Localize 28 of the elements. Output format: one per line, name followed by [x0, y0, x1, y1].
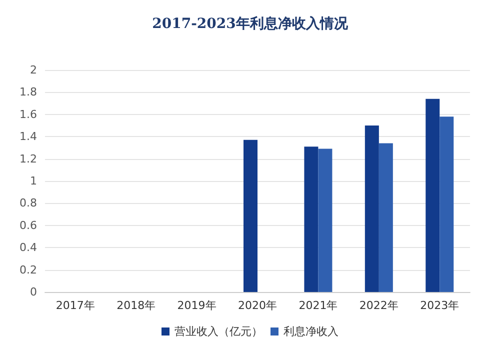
y-tick-label: 1.8 [20, 86, 37, 99]
bar [304, 146, 318, 292]
legend-label: 营业收入（亿元） [174, 325, 262, 338]
y-tick-label: 1 [30, 174, 37, 188]
y-tick-label: 1.6 [20, 108, 37, 121]
y-tick-label: 0.8 [20, 196, 37, 210]
y-tick-label: 1.2 [20, 152, 37, 166]
x-tick-label: 2017年 [56, 299, 95, 312]
x-tick-label: 2021年 [298, 299, 338, 312]
legend-label: 利息净收入 [284, 325, 338, 338]
y-tick-label: 0.6 [20, 218, 37, 232]
chart-title: 2017-2023年利息净收入情况 [152, 16, 349, 32]
x-tick-label: 2020年 [238, 299, 277, 312]
x-tick-label: 2022年 [359, 299, 398, 312]
bar [318, 148, 332, 292]
bar [440, 116, 454, 292]
y-tick-label: 2 [30, 64, 37, 76]
bar [364, 126, 379, 292]
y-tick-label: 1.4 [20, 130, 37, 144]
bar [378, 143, 393, 292]
bar [244, 140, 258, 292]
x-tick-label: 2023年 [420, 299, 460, 312]
y-tick-label: 0.2 [20, 263, 37, 276]
bar [426, 98, 440, 292]
y-tick-label: 0.4 [20, 241, 37, 254]
x-tick-label: 2019年 [177, 299, 216, 312]
x-tick-label: 2018年 [116, 299, 156, 312]
y-tick-label: 0 [30, 286, 37, 298]
